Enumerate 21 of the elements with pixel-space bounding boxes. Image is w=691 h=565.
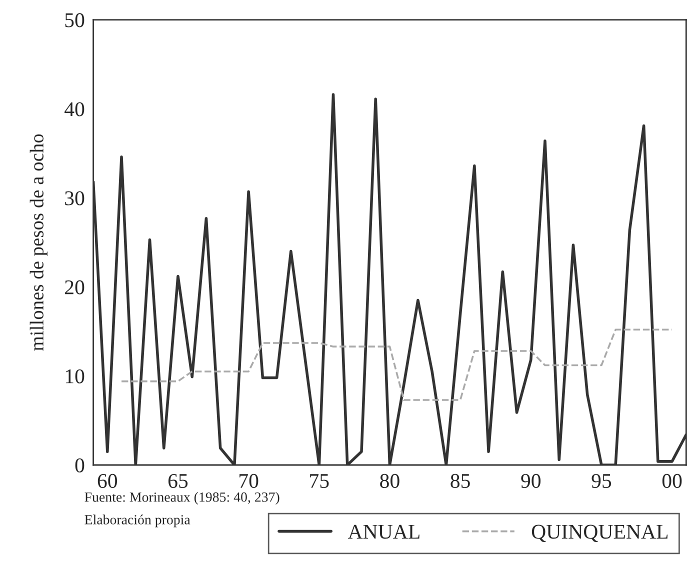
x-tick-label: 60 — [98, 474, 118, 488]
x-tick-label: 70 — [240, 474, 258, 488]
y-tick-label: 30 — [65, 191, 84, 206]
y-tick-label: 10 — [66, 369, 84, 384]
y-tick-label: 20 — [65, 280, 84, 294]
x-tick-label: 75 — [310, 474, 329, 488]
y-tick-label: 40 — [64, 102, 84, 116]
source-note: Fuente: Morineaux (1985: 40, 237) — [84, 492, 280, 505]
x-tick-label: 80 — [380, 474, 400, 488]
y-tick-label: 0 — [75, 458, 84, 472]
x-tick-label: 85 — [450, 474, 470, 488]
y-axis-title: millones de pesos de a ocho — [30, 134, 48, 351]
x-tick-label: 65 — [168, 474, 188, 488]
text: Elaboración propia — [84, 514, 190, 528]
y-tick-label: 50 — [65, 13, 84, 28]
line-series — [120, 328, 673, 401]
legend-label: QUINQUENAL — [532, 524, 668, 542]
x-tick-label: 90 — [521, 474, 541, 488]
x-tick-label: 95 — [592, 474, 612, 488]
legend-label: ANUAL — [348, 524, 420, 539]
x-tick-label: 00 — [662, 474, 682, 488]
